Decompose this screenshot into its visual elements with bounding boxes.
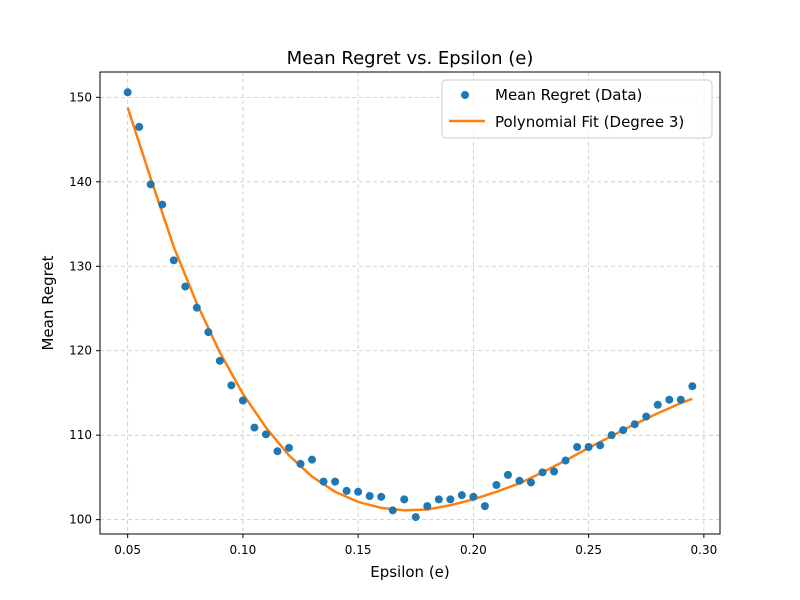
data-point — [331, 477, 340, 486]
data-point — [181, 282, 190, 291]
data-point — [503, 470, 512, 479]
plot-frame — [99, 71, 721, 535]
data-point — [296, 459, 305, 468]
data-point — [665, 395, 674, 404]
data-point — [630, 420, 639, 429]
data-point — [354, 487, 363, 496]
y-tick-label: 100 — [69, 513, 92, 527]
data-point — [457, 491, 466, 500]
data-point — [158, 200, 167, 209]
data-point — [273, 447, 282, 456]
data-point — [123, 88, 132, 97]
y-axis-ticks: 100 110 120 130 140 150 — [69, 90, 100, 527]
x-tick-label: 0.25 — [575, 543, 602, 557]
data-point — [642, 412, 651, 421]
data-point — [377, 492, 386, 501]
data-point — [653, 400, 662, 409]
data-point — [619, 426, 628, 435]
data-point — [423, 502, 432, 511]
data-point — [538, 468, 547, 477]
data-point — [515, 476, 524, 485]
data-point — [527, 478, 536, 487]
y-tick-label: 140 — [69, 175, 92, 189]
fit-line-layer — [126, 107, 693, 512]
data-point — [584, 443, 593, 452]
x-tick-label: 0.30 — [691, 543, 718, 557]
fit-line — [126, 107, 693, 512]
data-point — [227, 381, 236, 390]
data-point — [434, 495, 443, 504]
data-point — [169, 256, 178, 265]
data-point — [204, 328, 213, 337]
data-point — [365, 491, 374, 500]
y-tick-label: 120 — [69, 344, 92, 358]
data-point — [688, 382, 697, 391]
data-point — [411, 513, 420, 522]
legend-label-data: Mean Regret (Data) — [495, 86, 642, 104]
data-point — [573, 443, 582, 452]
legend: Mean Regret (Data) Polynomial Fit (Degre… — [441, 79, 713, 139]
legend-marker-data — [461, 91, 469, 99]
x-axis-label: Epsilon (e) — [370, 563, 450, 581]
y-axis-label: Mean Regret — [39, 255, 57, 350]
y-tick-label: 110 — [69, 428, 92, 442]
data-point — [469, 492, 478, 501]
data-point — [492, 481, 501, 490]
data-point — [480, 502, 489, 511]
data-point — [446, 495, 455, 504]
grid — [100, 72, 720, 534]
legend-frame — [441, 79, 713, 139]
x-tick-label: 0.20 — [460, 543, 487, 557]
data-point — [607, 431, 616, 440]
data-point — [146, 180, 155, 189]
data-point — [596, 441, 605, 450]
data-point — [676, 395, 685, 404]
data-point — [215, 356, 224, 365]
x-tick-label: 0.10 — [230, 543, 257, 557]
data-point — [561, 456, 570, 465]
data-point — [238, 396, 247, 405]
y-tick-label: 130 — [69, 259, 92, 273]
data-point — [192, 303, 201, 312]
data-point — [284, 443, 293, 452]
data-point — [308, 455, 317, 464]
data-point — [342, 486, 351, 495]
chart-title: Mean Regret vs. Epsilon (e) — [287, 48, 534, 69]
y-tick-label: 150 — [69, 90, 92, 104]
x-axis-ticks: 0.05 0.10 0.15 0.20 0.25 0.30 — [114, 534, 717, 557]
data-point — [135, 122, 144, 131]
data-point — [550, 467, 559, 476]
legend-label-fit: Polynomial Fit (Degree 3) — [495, 113, 684, 131]
x-tick-label: 0.15 — [345, 543, 372, 557]
data-point — [400, 495, 409, 504]
data-points-layer — [123, 88, 697, 522]
data-point — [250, 423, 259, 432]
data-point — [261, 430, 270, 439]
data-point — [319, 477, 328, 486]
data-point — [388, 506, 397, 515]
x-tick-label: 0.05 — [114, 543, 141, 557]
